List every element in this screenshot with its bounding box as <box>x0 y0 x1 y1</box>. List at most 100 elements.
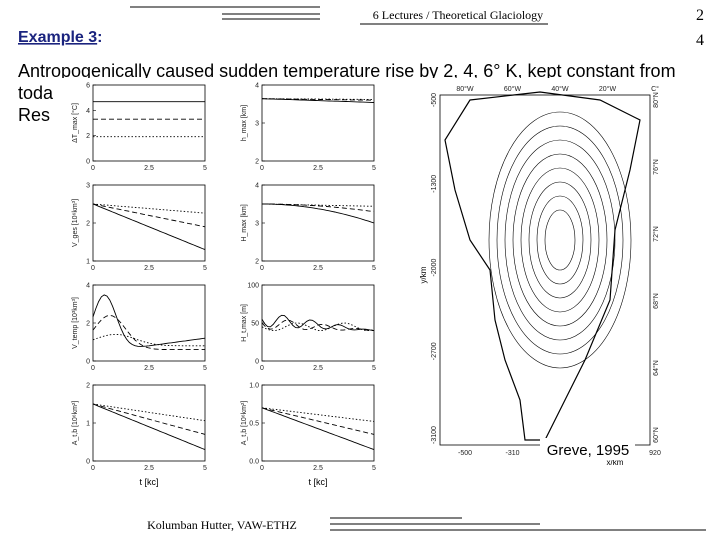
map-tick-label: -3100 <box>431 426 438 444</box>
curve <box>92 403 206 422</box>
y-tick-label: 4 <box>255 183 259 190</box>
curve <box>92 403 206 451</box>
y-axis-label: A_t,b [10⁶km²] <box>72 401 79 446</box>
contour <box>496 125 624 355</box>
x-tick-label: 5 <box>203 365 207 372</box>
x-tick-label: 5 <box>203 465 207 472</box>
footer-author: Kolumban Hutter, VAW-ETHZ <box>147 518 297 532</box>
x-axis-label: t [kc] <box>139 477 158 487</box>
title-text: Example 3 <box>18 29 97 46</box>
course-title: 6 Lectures / Theoretical Glaciology <box>373 8 543 22</box>
y-tick-label: 2 <box>86 133 90 140</box>
x-tick-label: 0 <box>260 365 264 372</box>
contour <box>520 167 600 313</box>
header-rules <box>130 6 548 25</box>
map-axis-label: x/km <box>607 458 624 467</box>
map-tick-label: 40°W <box>551 85 569 93</box>
y-tick-label: 0 <box>86 459 90 466</box>
y-tick-label: 0 <box>86 159 90 166</box>
map-tick-label: -500 <box>458 450 472 457</box>
title-colon: : <box>97 29 102 46</box>
y-axis-label: V_temp [10³km³] <box>72 297 79 349</box>
x-tick-label: 0 <box>260 265 264 272</box>
y-tick-label: 0 <box>255 359 259 366</box>
x-tick-label: 2.5 <box>313 165 323 172</box>
map-tick-label: 920 <box>649 450 661 457</box>
map-tick-label: 68°N <box>652 293 660 309</box>
x-tick-label: 2.5 <box>313 365 323 372</box>
x-tick-label: 5 <box>203 165 207 172</box>
curve <box>92 314 205 351</box>
map-tick-label: 80°W <box>456 85 474 93</box>
curve <box>92 294 206 347</box>
y-axis-label: h_max [km] <box>241 105 248 141</box>
y-tick-label: 3 <box>255 221 259 228</box>
contour <box>536 195 584 285</box>
map-tick-label: 60°N <box>652 427 660 443</box>
x-tick-label: 2.5 <box>144 365 154 372</box>
map-tick-label: -2000 <box>431 258 438 276</box>
x-tick-label: 2.5 <box>313 465 323 472</box>
y-tick-label: 3 <box>86 183 90 190</box>
y-tick-label: 50 <box>251 321 259 328</box>
x-tick-label: 0 <box>260 165 264 172</box>
footer-rules <box>330 517 706 531</box>
curve <box>261 314 375 332</box>
map-tick-label: -500 <box>431 93 438 107</box>
x-tick-label: 0 <box>91 265 95 272</box>
y-tick-label: 100 <box>247 283 259 290</box>
x-tick-label: 5 <box>372 165 376 172</box>
y-tick-label: 4 <box>86 108 90 115</box>
curve <box>261 322 375 332</box>
body-line: Res <box>18 105 50 125</box>
x-tick-label: 5 <box>203 265 207 272</box>
y-tick-label: 6 <box>86 83 90 90</box>
x-tick-label: 2.5 <box>144 265 154 272</box>
contour <box>512 153 608 327</box>
page-number: 4 <box>696 32 704 49</box>
curve <box>261 319 375 332</box>
y-axis-label: A_t,b [10⁶km²] <box>241 401 248 446</box>
figure-credit: Greve, 1995 <box>547 442 630 459</box>
x-tick-label: 5 <box>372 265 376 272</box>
y-tick-label: 4 <box>86 283 90 290</box>
y-tick-label: 0 <box>86 359 90 366</box>
y-axis-label: H_t,max [m] <box>241 304 248 342</box>
map-axis-label: y/km <box>419 266 428 283</box>
map-tick-label: 80°N <box>652 92 660 108</box>
y-tick-label: 2 <box>86 221 90 228</box>
y-tick-label: 2 <box>86 321 90 328</box>
y-tick-label: 0.5 <box>249 421 259 428</box>
x-tick-label: 0 <box>91 165 95 172</box>
x-tick-label: 5 <box>372 465 376 472</box>
curve <box>261 407 375 435</box>
figure-background <box>60 78 700 498</box>
x-axis-label: t [kc] <box>308 477 327 487</box>
y-tick-label: 2 <box>86 383 90 390</box>
y-tick-label: 2 <box>255 259 259 266</box>
x-tick-label: 2.5 <box>144 165 154 172</box>
map-tick-label: 20°W <box>599 85 617 93</box>
curve <box>92 203 206 228</box>
x-tick-label: 5 <box>372 365 376 372</box>
y-axis-label: ΔT_max [°C] <box>71 103 79 143</box>
y-axis-label: H_max [km] <box>241 204 248 241</box>
map-tick-label: 76°N <box>652 159 660 175</box>
contour <box>488 111 632 369</box>
map-tick-label: -2700 <box>431 342 438 360</box>
y-tick-label: 0.0 <box>249 459 259 466</box>
map-tick-label: -1300 <box>431 175 438 193</box>
y-tick-label: 4 <box>255 83 259 90</box>
map-tick-label: -310 <box>505 450 519 457</box>
credit-background <box>540 438 635 460</box>
curve <box>92 403 206 435</box>
curve <box>261 407 375 451</box>
page-number: 2 <box>696 7 704 24</box>
y-tick-label: 1.0 <box>249 383 259 390</box>
curve <box>92 203 206 251</box>
x-tick-label: 0 <box>91 365 95 372</box>
x-tick-label: 0 <box>260 465 264 472</box>
